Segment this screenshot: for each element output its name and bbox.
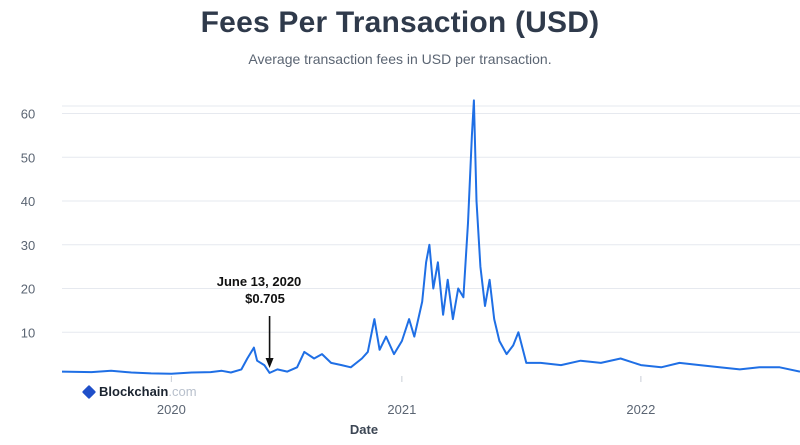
y-tick-label: 10 bbox=[21, 325, 35, 340]
brand-watermark: Blockchain.com bbox=[81, 384, 197, 399]
x-tick-label: 2020 bbox=[157, 402, 186, 417]
x-tick-label: 2022 bbox=[626, 402, 655, 417]
chart-subtitle: Average transaction fees in USD per tran… bbox=[248, 51, 552, 67]
fee-series-line bbox=[61, 99, 800, 375]
x-tick-label: 2021 bbox=[387, 402, 416, 417]
blockchain-logo-icon bbox=[81, 384, 97, 399]
brand-name: Blockchain.com bbox=[99, 384, 197, 399]
annotation-value: $0.705 bbox=[245, 291, 285, 306]
y-tick-label: 50 bbox=[21, 150, 35, 165]
x-axis-title: Date bbox=[350, 422, 378, 437]
annotation-date: June 13, 2020 bbox=[217, 274, 302, 289]
y-tick-label: 30 bbox=[21, 238, 35, 253]
y-tick-label: 60 bbox=[21, 107, 35, 122]
y-tick-label: 40 bbox=[21, 194, 35, 209]
y-tick-label: 20 bbox=[21, 282, 35, 297]
chart-title: Fees Per Transaction (USD) bbox=[200, 6, 600, 39]
annotation-arrow-head bbox=[265, 358, 274, 368]
